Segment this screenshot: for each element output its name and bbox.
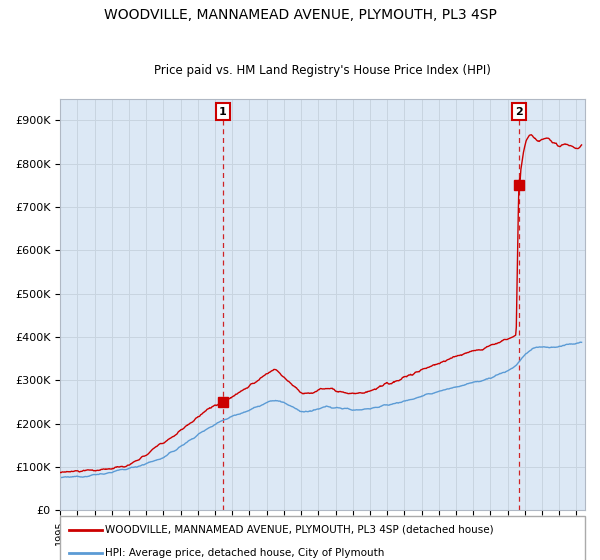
Text: 1: 1	[219, 106, 227, 116]
Text: WOODVILLE, MANNAMEAD AVENUE, PLYMOUTH, PL3 4SP: WOODVILLE, MANNAMEAD AVENUE, PLYMOUTH, P…	[104, 8, 496, 22]
Text: WOODVILLE, MANNAMEAD AVENUE, PLYMOUTH, PL3 4SP (detached house): WOODVILLE, MANNAMEAD AVENUE, PLYMOUTH, P…	[105, 525, 494, 535]
Title: Price paid vs. HM Land Registry's House Price Index (HPI): Price paid vs. HM Land Registry's House …	[154, 64, 491, 77]
Text: Contains HM Land Registry data © Crown copyright and database right 2024.
This d: Contains HM Land Registry data © Crown c…	[60, 538, 412, 557]
Text: HPI: Average price, detached house, City of Plymouth: HPI: Average price, detached house, City…	[105, 548, 385, 558]
Text: 2: 2	[515, 106, 523, 116]
